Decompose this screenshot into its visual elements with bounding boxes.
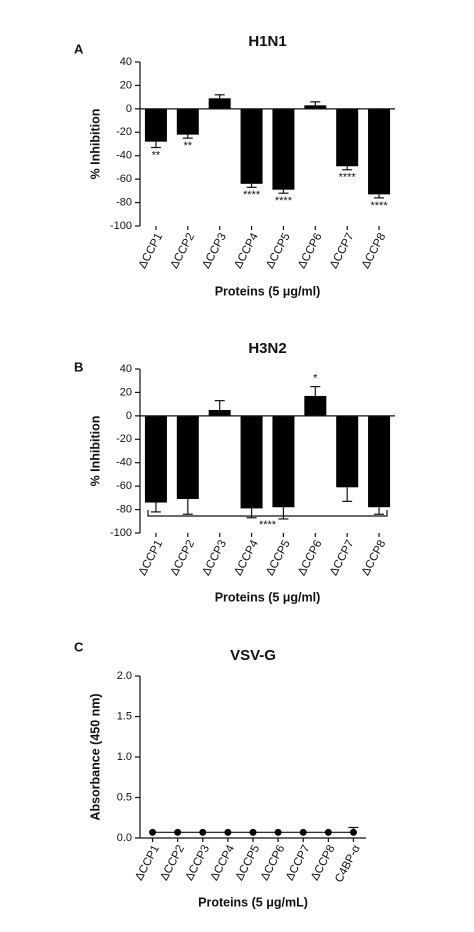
x-tick-label: ΔCCP1	[137, 538, 166, 578]
y-tick-label: -60	[116, 480, 132, 492]
panel-letter: B	[74, 359, 83, 374]
bar	[144, 108, 167, 142]
data-point	[224, 828, 232, 836]
y-tick-label: -100	[110, 220, 132, 232]
bar	[208, 410, 231, 416]
bar	[368, 108, 391, 195]
x-axis-label: Proteins (5 μg/ml)	[215, 590, 321, 604]
y-tick-label: -80	[116, 503, 132, 515]
bar	[304, 105, 327, 109]
y-tick-label: 2.0	[117, 670, 132, 682]
x-tick-label: ΔCCP4	[232, 231, 261, 271]
data-point	[274, 828, 282, 836]
y-tick-label: 20	[120, 79, 132, 91]
data-point	[174, 828, 182, 836]
y-tick-label: 0	[126, 103, 132, 115]
y-axis-label: Absorbance (450 nm)	[88, 693, 102, 820]
significance: ****	[371, 200, 389, 212]
panel-letter: C	[74, 639, 84, 654]
significance: ****	[339, 172, 357, 184]
y-tick-label: 40	[120, 363, 132, 375]
significance: **	[152, 149, 161, 161]
significance-bracket	[147, 510, 388, 517]
bar	[208, 98, 231, 109]
x-tick-label: ΔCCP3	[200, 231, 229, 271]
bar	[144, 415, 167, 503]
x-axis-label: Proteins (5 μg/ml)	[215, 284, 321, 298]
significance: *	[313, 372, 318, 384]
x-tick-label: ΔCCP3	[200, 538, 229, 578]
data-point	[199, 828, 207, 836]
y-tick-label: 1.5	[117, 710, 132, 722]
y-tick-label: -40	[116, 457, 132, 469]
y-tick-label: 0	[126, 410, 132, 422]
x-tick-label: ΔCCP8	[360, 231, 389, 271]
x-tick-label: ΔCCP5	[264, 538, 293, 578]
y-tick-label: -20	[116, 433, 132, 445]
bar	[240, 108, 263, 184]
y-tick-label: -80	[116, 196, 132, 208]
significance: ****	[243, 189, 261, 201]
x-tick-label: ΔCCP7	[328, 231, 357, 271]
x-axis-label: Proteins (5 μg/mL)	[198, 895, 308, 909]
y-tick-label: 40	[120, 56, 132, 68]
bar	[336, 108, 359, 167]
x-tick-label: ΔCCP2	[169, 538, 198, 578]
x-tick-label: C4BP-α	[333, 843, 363, 885]
y-tick-label: -20	[116, 126, 132, 138]
y-axis-label: % Inhibition	[88, 416, 102, 487]
x-tick-label: ΔCCP6	[296, 538, 325, 578]
bar	[336, 415, 359, 488]
y-tick-label: 20	[120, 386, 132, 398]
y-tick-label: 1.0	[117, 751, 132, 763]
bar	[304, 395, 327, 416]
data-point	[324, 828, 332, 836]
y-axis-label: % Inhibition	[88, 109, 102, 180]
y-tick-label: 0.0	[117, 832, 132, 844]
bar	[272, 108, 295, 190]
panel-letter: A	[74, 41, 84, 56]
chart-title: H1N1	[248, 33, 286, 50]
data-point	[149, 828, 157, 836]
x-tick-label: ΔCCP1	[137, 231, 166, 271]
chart-title: VSV-G	[230, 647, 276, 664]
bar	[176, 108, 199, 135]
x-tick-label: ΔCCP5	[264, 231, 293, 271]
bracket-label: ****	[259, 519, 277, 531]
y-tick-label: -100	[110, 527, 132, 539]
y-tick-label: 0.5	[117, 791, 132, 803]
x-tick-label: ΔCCP7	[328, 538, 357, 578]
y-tick-label: -40	[116, 150, 132, 162]
x-tick-label: ΔCCP8	[360, 538, 389, 578]
y-tick-label: -60	[116, 173, 132, 185]
data-point	[299, 828, 307, 836]
bar	[176, 415, 199, 500]
bar	[240, 415, 263, 509]
x-tick-label: ΔCCP4	[232, 538, 261, 578]
bar	[272, 415, 295, 508]
data-point	[249, 828, 257, 836]
chart-title: H3N2	[248, 340, 286, 357]
significance: **	[184, 140, 193, 152]
x-tick-label: ΔCCP6	[296, 231, 325, 271]
bar	[368, 415, 391, 508]
x-tick-label: ΔCCP2	[169, 231, 198, 271]
significance: ****	[275, 195, 293, 207]
